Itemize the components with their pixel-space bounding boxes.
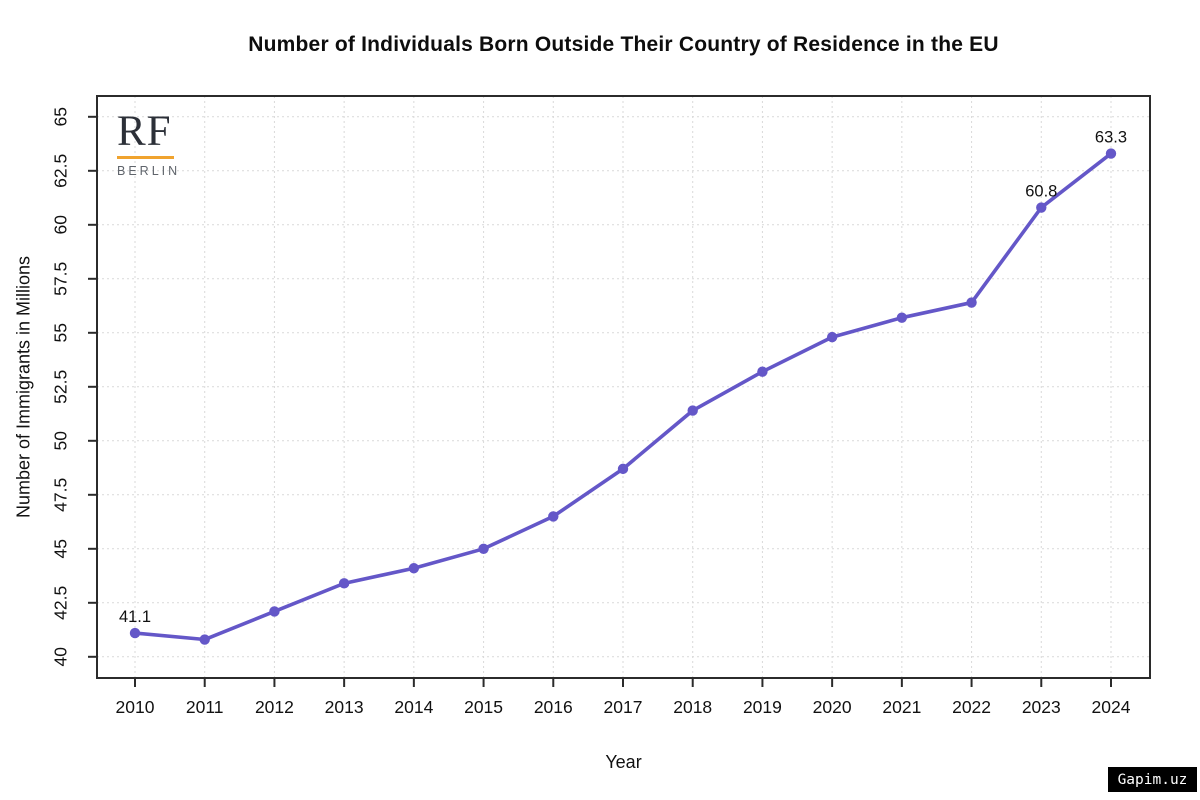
y-tick-label: 60 <box>51 215 71 235</box>
watermark-badge: Gapim.uz <box>1108 767 1197 792</box>
x-tick-label: 2011 <box>186 697 224 717</box>
y-tick-label: 40 <box>51 647 71 667</box>
y-tick-label: 52.5 <box>51 370 71 404</box>
x-axis-title: Year <box>605 752 642 772</box>
data-point <box>1036 202 1047 213</box>
x-tick-label: 2015 <box>464 697 503 717</box>
data-point <box>1105 148 1117 159</box>
data-point <box>338 578 350 589</box>
x-tick-label: 2023 <box>1022 697 1061 717</box>
y-tick-label: 50 <box>51 431 71 451</box>
data-point <box>548 511 559 522</box>
x-tick-label: 2014 <box>394 697 433 717</box>
y-tick-label: 65 <box>51 107 71 126</box>
data-point <box>966 297 977 308</box>
x-tick-label: 2022 <box>952 697 991 717</box>
data-point <box>687 405 698 416</box>
x-tick-label: 2024 <box>1092 697 1131 717</box>
data-point <box>826 331 838 343</box>
logo-wordmark: RF <box>117 108 172 155</box>
data-point <box>617 463 629 475</box>
x-tick-label: 2018 <box>673 697 712 717</box>
x-tick-label: 2013 <box>325 697 364 717</box>
y-tick-label: 45 <box>51 539 71 558</box>
x-tick-label: 2017 <box>604 697 643 717</box>
chart-title: Number of Individuals Born Outside Their… <box>248 33 999 56</box>
data-point-label: 41.1 <box>119 608 151 626</box>
y-tick-label: 62.5 <box>51 154 71 188</box>
y-tick-label: 47.5 <box>51 478 71 512</box>
y-tick-label: 57.5 <box>51 262 71 296</box>
data-point <box>199 634 210 645</box>
data-point <box>408 563 420 574</box>
y-tick-label: 55 <box>51 323 71 342</box>
x-tick-label: 2010 <box>116 697 155 717</box>
x-tick-label: 2020 <box>813 697 852 717</box>
x-tick-label: 2016 <box>534 697 573 717</box>
logo-underline <box>117 156 174 159</box>
x-tick-label: 2019 <box>743 697 782 717</box>
data-point-label: 63.3 <box>1095 129 1127 147</box>
data-point <box>896 312 908 323</box>
data-point <box>478 543 489 554</box>
data-point <box>129 627 141 639</box>
y-axis-title: Number of Immigrants in Millions <box>13 255 34 519</box>
rf-berlin-logo: RF BERLIN <box>117 110 187 178</box>
data-point <box>269 606 280 617</box>
data-point <box>757 366 768 377</box>
x-tick-label: 2021 <box>882 697 921 717</box>
x-tick-label: 2012 <box>255 697 294 717</box>
data-point-label: 60.8 <box>1025 183 1057 201</box>
logo-city-label: BERLIN <box>117 164 181 178</box>
y-tick-label: 42.5 <box>51 586 71 620</box>
